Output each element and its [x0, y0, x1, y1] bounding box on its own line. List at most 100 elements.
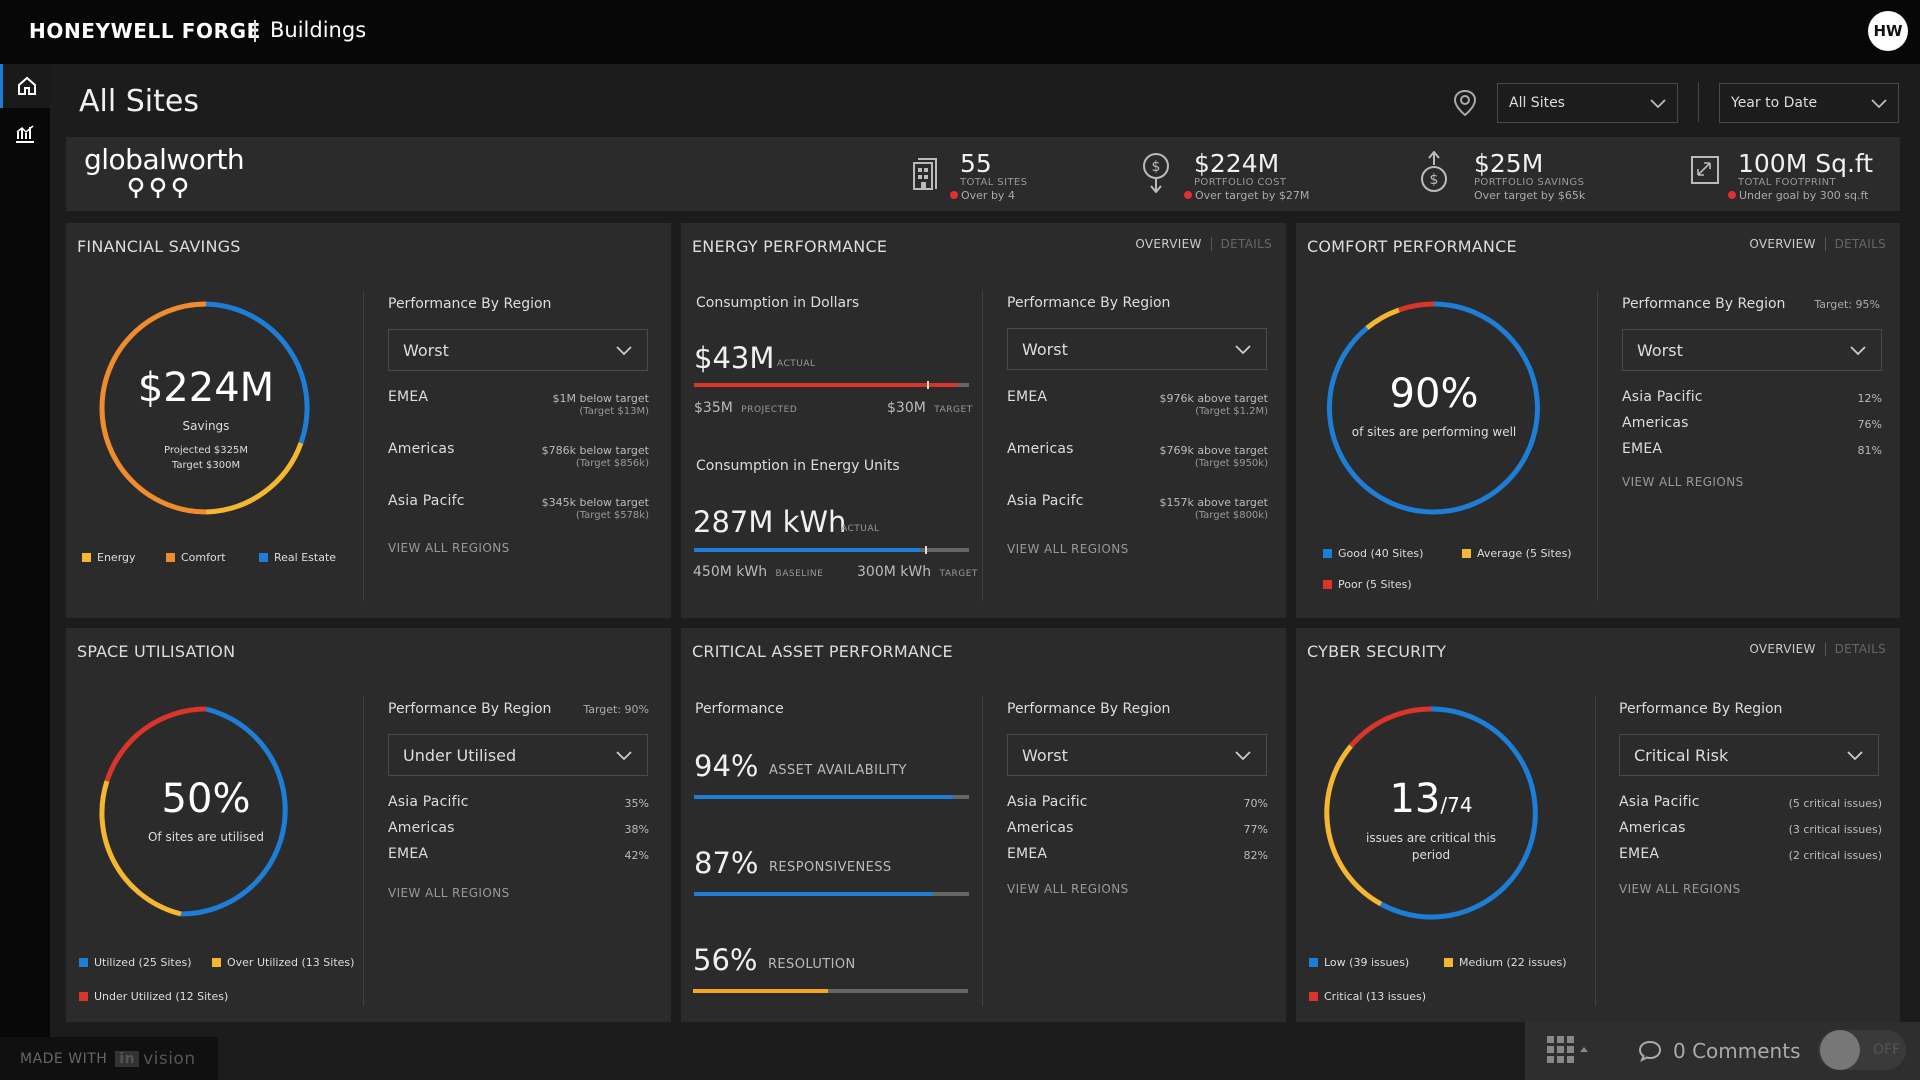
region-row-name[interactable]: Americas: [388, 441, 455, 457]
region-row-name[interactable]: Americas: [1007, 820, 1074, 836]
units-tag: ACTUAL: [841, 524, 880, 534]
legend-comfort: Comfort: [166, 551, 226, 564]
cyber-ring-chart[interactable]: 13/74 issues are critical this period: [1316, 698, 1546, 928]
region-row-name[interactable]: EMEA: [1007, 846, 1048, 862]
resolution-bar[interactable]: [693, 989, 968, 993]
legend-label: Critical (13 issues): [1324, 990, 1427, 1003]
card-divider: [982, 291, 983, 601]
chevron-down-icon: [1235, 751, 1251, 761]
brand-logo[interactable]: HONEYWELL FORGE: [29, 19, 261, 43]
view-all-regions-link[interactable]: VIEW ALL REGIONS: [388, 541, 510, 555]
card-title: SPACE UTILISATION: [77, 642, 236, 661]
region-filter-dropdown[interactable]: Worst: [1622, 329, 1882, 371]
dollars-projected-value: $35M: [694, 400, 733, 416]
invision-logo-text: vision: [143, 1048, 196, 1069]
kpi-portfolio-cost-caption: PORTFOLIO COST: [1194, 177, 1287, 188]
region-row-name[interactable]: Asia Pacific: [1007, 794, 1088, 810]
tab-overview[interactable]: OVERVIEW: [1749, 237, 1816, 251]
ring-segment-comfort: [99, 301, 207, 515]
ring-segment-poor: [1398, 301, 1435, 313]
comments-button[interactable]: 0 Comments: [1637, 1022, 1801, 1080]
region-row-name[interactable]: EMEA: [1619, 846, 1660, 862]
units-value: 287M kWh: [693, 505, 847, 539]
view-all-regions-link[interactable]: VIEW ALL REGIONS: [388, 886, 510, 900]
units-target-tag: TARGET: [939, 569, 978, 579]
nav-analytics[interactable]: [0, 111, 50, 155]
dollars-bar[interactable]: [694, 381, 969, 389]
region-filter-dropdown[interactable]: Worst: [1007, 734, 1267, 776]
region-filter-dropdown[interactable]: Worst: [1007, 328, 1267, 370]
region-row-name[interactable]: Americas: [1007, 441, 1074, 457]
region-row-name[interactable]: EMEA: [388, 846, 429, 862]
region-row-name[interactable]: Asia Pacific: [1622, 389, 1703, 405]
asset-availability-bar[interactable]: [694, 795, 969, 799]
view-all-regions-link[interactable]: VIEW ALL REGIONS: [1622, 475, 1744, 489]
period-filter-select[interactable]: Year to Date: [1719, 83, 1899, 123]
kpi-total-sites-caption: TOTAL SITES: [960, 177, 1028, 188]
grid-menu-icon[interactable]: [1545, 1034, 1595, 1068]
region-row-name[interactable]: EMEA: [388, 389, 429, 405]
energy-performance-card: ENERGY PERFORMANCE OVERVIEW DETAILS Consu…: [681, 223, 1286, 618]
comfort-value: 90%: [1389, 371, 1479, 417]
space-ring-chart[interactable]: 50% Of sites are utilised: [91, 698, 321, 928]
savings-ring-chart[interactable]: $224M Savings Projected $325M Target $30…: [91, 293, 321, 523]
units-bar[interactable]: [694, 546, 969, 554]
region-row-value: 81%: [1857, 444, 1882, 457]
svg-text:$: $: [1152, 159, 1161, 175]
view-all-regions-link[interactable]: VIEW ALL REGIONS: [1007, 882, 1129, 896]
ring-segment-over-utilized: [99, 780, 182, 917]
legend-swatch: [79, 958, 88, 967]
responsiveness-bar[interactable]: [694, 892, 969, 896]
nav-home[interactable]: [0, 64, 50, 108]
region-filter-dropdown[interactable]: Critical Risk: [1619, 734, 1879, 776]
view-all-regions-link[interactable]: VIEW ALL REGIONS: [1007, 542, 1129, 556]
tab-details[interactable]: DETAILS: [1824, 237, 1886, 251]
comments-toggle[interactable]: OFF: [1818, 1030, 1906, 1070]
region-row-value: 35%: [624, 797, 649, 810]
region-row-name[interactable]: Asia Pacifc: [1007, 493, 1084, 509]
comfort-ring-chart[interactable]: 90% of sites are performing well: [1319, 293, 1549, 523]
responsiveness-label: RESPONSIVENESS: [769, 860, 892, 875]
made-with-badge[interactable]: MADE WITH in vision: [0, 1037, 218, 1080]
region-row-name[interactable]: EMEA: [1622, 441, 1663, 457]
alert-dot: [1728, 191, 1736, 199]
tab-overview[interactable]: OVERVIEW: [1749, 642, 1816, 656]
region-row-value: 77%: [1243, 823, 1268, 836]
kpi-total-footprint-caption: TOTAL FOOTPRINT: [1738, 177, 1837, 188]
kpi-total-sites-value: 55: [960, 149, 992, 178]
region-row-name[interactable]: Asia Pacific: [1619, 794, 1700, 810]
ring-segment-low: [1379, 706, 1538, 920]
region-filter-dropdown[interactable]: Worst: [388, 329, 648, 371]
tab-details[interactable]: DETAILS: [1824, 642, 1886, 656]
tab-overview[interactable]: OVERVIEW: [1135, 237, 1202, 251]
view-all-regions-link[interactable]: VIEW ALL REGIONS: [1619, 882, 1741, 896]
region-target: Target: 90%: [583, 703, 649, 716]
legend-swatch: [1323, 580, 1332, 589]
region-filter-dropdown[interactable]: Under Utilised: [388, 734, 648, 776]
region-row-name[interactable]: EMEA: [1007, 389, 1048, 405]
legend-critical: Critical (13 issues): [1309, 990, 1426, 1003]
site-filter-select[interactable]: All Sites: [1497, 83, 1678, 123]
legend-under-utilized: Under Utilized (12 Sites): [79, 990, 228, 1003]
location-pin-icon[interactable]: [1451, 88, 1479, 118]
tab-details[interactable]: DETAILS: [1210, 237, 1272, 251]
region-row-name[interactable]: Americas: [1619, 820, 1686, 836]
region-row-name[interactable]: Americas: [388, 820, 455, 836]
region-row-name[interactable]: Asia Pacifc: [388, 493, 465, 509]
legend-real-estate: Real Estate: [259, 551, 336, 564]
legend-label: Real Estate: [274, 551, 337, 564]
region-row-name[interactable]: Americas: [1622, 415, 1689, 431]
card-title: ENERGY PERFORMANCE: [692, 237, 888, 256]
user-avatar[interactable]: HW: [1868, 11, 1908, 51]
region-row-target: (Target $950k): [1194, 458, 1268, 469]
dropdown-value: Worst: [1637, 340, 1683, 360]
legend-energy: Energy: [82, 551, 136, 564]
asset-availability-label: ASSET AVAILABILITY: [769, 763, 907, 778]
region-row-value: 70%: [1243, 797, 1268, 810]
chevron-down-icon: [616, 751, 632, 761]
top-bar: HONEYWELL FORGE Buildings HW: [0, 0, 1920, 64]
region-row-target: (Target $800k): [1194, 510, 1268, 521]
kpi-total-footprint-note: Under goal by 300 sq.ft: [1739, 189, 1869, 202]
region-row-name[interactable]: Asia Pacific: [388, 794, 469, 810]
legend-utilized: Utilized (25 Sites): [79, 956, 191, 969]
